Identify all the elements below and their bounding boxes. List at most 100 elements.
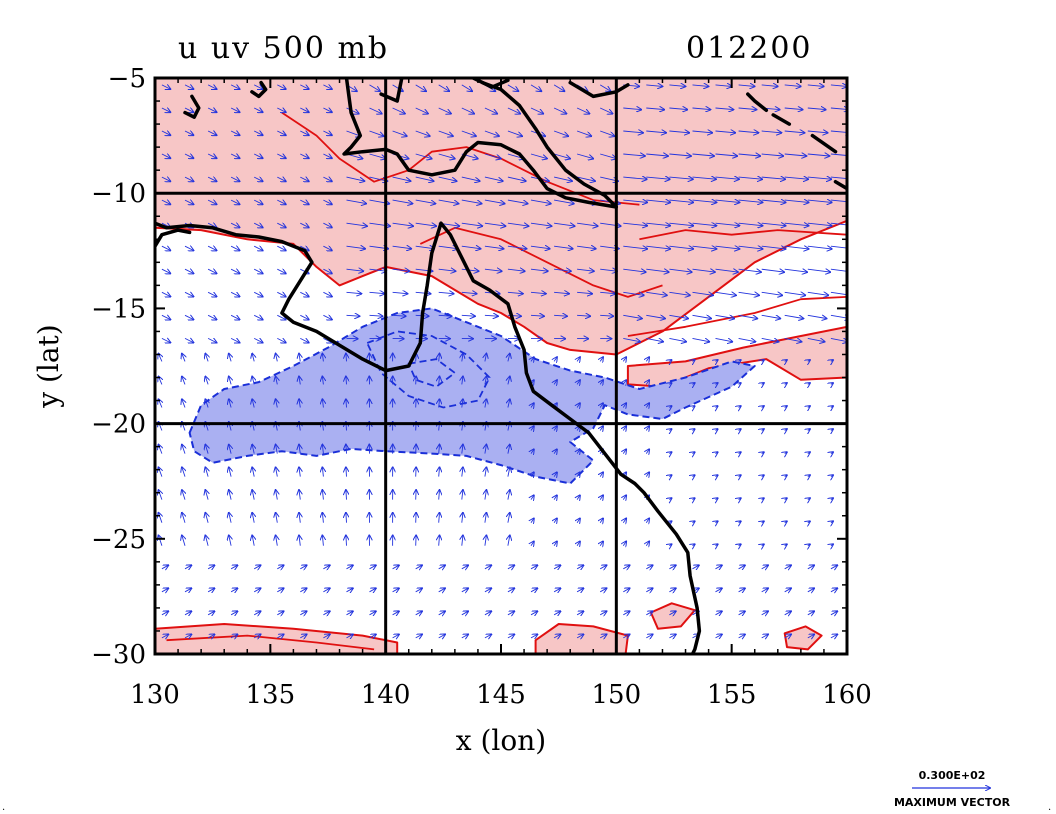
- wind-vector: [554, 542, 557, 546]
- wind-vector: [739, 383, 741, 384]
- wind-vector: [669, 177, 692, 179]
- negative-contour-line: [365, 330, 491, 409]
- wind-vector: [507, 246, 527, 249]
- wind-vector: [230, 315, 239, 319]
- wind-vector: [392, 130, 407, 136]
- wind-vector: [253, 338, 262, 342]
- wind-vector: [323, 292, 331, 296]
- wind-vector: [784, 154, 807, 156]
- wind-vector: [738, 565, 745, 569]
- wind-vector: [276, 399, 278, 408]
- wind-vector: [646, 426, 649, 430]
- wind-vector: [646, 449, 649, 453]
- wind-vector: [207, 108, 216, 112]
- wind-vector: [716, 544, 718, 545]
- grid-lines: [155, 78, 847, 654]
- wind-vector: [715, 108, 734, 110]
- wind-vector: [761, 200, 786, 202]
- wind-vector: [646, 380, 649, 384]
- wind-vector: [808, 498, 810, 499]
- wind-vector: [253, 292, 262, 296]
- wind-vector: [646, 588, 652, 592]
- wind-vector: [600, 542, 603, 546]
- wind-vector: [276, 467, 278, 477]
- wind-vector: [415, 107, 428, 114]
- wind-vector: [252, 377, 254, 385]
- wind-vector: [646, 542, 649, 546]
- wind-vector: [830, 292, 847, 295]
- wind-vector: [623, 380, 626, 384]
- wind-vector: [484, 223, 505, 226]
- wind-vector: [205, 399, 208, 408]
- wind-vector: [161, 108, 170, 112]
- y-tick-label: −5: [108, 64, 146, 94]
- wind-vector: [807, 611, 814, 615]
- wind-vector: [322, 354, 323, 362]
- wind-vector: [646, 131, 666, 133]
- wind-vector: [669, 269, 691, 272]
- wind-vector: [346, 445, 347, 454]
- wind-vector: [461, 588, 468, 592]
- wind-vector: [784, 131, 805, 133]
- wind-vector: [623, 154, 645, 156]
- wind-vector: [762, 544, 764, 545]
- wind-vector: [276, 536, 278, 546]
- wind-vector: [761, 246, 786, 249]
- wind-vector: [716, 360, 718, 361]
- wind-vector: [184, 611, 191, 615]
- x-tick-label: 140: [361, 680, 411, 710]
- wind-vector: [576, 634, 583, 638]
- wind-vector: [530, 107, 543, 114]
- wind-vector: [230, 177, 239, 181]
- wind-vector: [623, 449, 626, 453]
- wind-vector: [252, 445, 254, 454]
- wind-vector: [276, 354, 278, 362]
- wind-vector: [415, 199, 436, 204]
- wind-vector: [577, 542, 580, 546]
- wind-vector: [599, 84, 610, 91]
- wind-vector: [669, 498, 671, 499]
- positive-region: [783, 625, 823, 651]
- wind-vector: [253, 611, 260, 615]
- wind-vector: [300, 246, 308, 250]
- x-tick-label: 150: [592, 680, 642, 710]
- wind-vector: [299, 467, 300, 477]
- wind-vector: [253, 269, 262, 273]
- wind-vector: [207, 246, 216, 250]
- wind-vector: [623, 108, 641, 110]
- wind-vector: [738, 634, 745, 638]
- wind-vector: [346, 199, 367, 204]
- wind-vector: [369, 611, 376, 615]
- wind-vector: [715, 246, 740, 249]
- wind-vector: [230, 269, 239, 273]
- wind-vector: [807, 338, 825, 341]
- wind-vector: [553, 153, 570, 159]
- wind-vector: [323, 131, 331, 135]
- wind-vector: [738, 177, 762, 179]
- wind-vector: [762, 429, 764, 430]
- wind-vector: [253, 200, 262, 204]
- wind-vector: [600, 403, 603, 407]
- wind-vector: [577, 223, 598, 226]
- wind-vector: [485, 445, 487, 454]
- wind-vector: [392, 84, 403, 91]
- positive-contour-line: [639, 229, 847, 241]
- wind-vector: [229, 377, 231, 385]
- wind-vector: [507, 130, 522, 136]
- wind-vector: [739, 544, 741, 545]
- wind-vector: [808, 475, 810, 476]
- wind-vector: [831, 475, 833, 476]
- wind-vector: [415, 153, 432, 159]
- chart-title-right: 012200: [686, 31, 813, 66]
- wind-vector: [300, 108, 308, 112]
- positive-contour-line: [281, 111, 640, 206]
- wind-vector: [808, 521, 810, 522]
- wind-vector: [692, 565, 699, 569]
- wind-vector: [530, 269, 548, 271]
- y-tick-label: −30: [91, 640, 146, 670]
- wind-vector: [716, 498, 718, 499]
- wind-vector: [577, 472, 580, 476]
- wind-vector: [508, 377, 510, 385]
- wind-vector: [808, 360, 810, 361]
- wind-vector: [369, 292, 385, 293]
